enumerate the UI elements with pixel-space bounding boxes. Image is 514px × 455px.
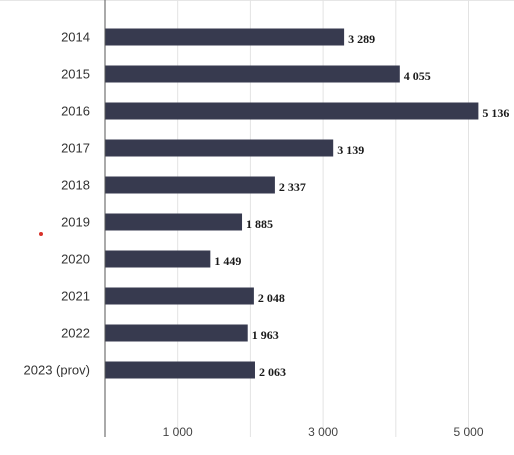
value-label: 1 963 <box>252 328 279 342</box>
category-label: 2022 <box>61 326 90 341</box>
red-marker-dot <box>39 232 43 236</box>
category-label: 2020 <box>61 252 90 267</box>
bar-2014 <box>105 28 345 46</box>
bar-2015 <box>105 65 400 83</box>
category-label: 2015 <box>61 67 90 82</box>
x-tick-label: 3 000 <box>308 425 338 439</box>
category-label: 2017 <box>61 141 90 156</box>
value-label: 2 063 <box>259 365 286 379</box>
category-label: 2021 <box>61 289 90 304</box>
value-label: 3 289 <box>348 32 375 46</box>
category-label: 2016 <box>61 104 90 119</box>
value-label: 1 449 <box>214 254 241 268</box>
category-label: 2019 <box>61 215 90 230</box>
top-divider <box>0 0 514 1</box>
value-label: 4 055 <box>404 69 431 83</box>
bar-2021 <box>105 287 254 305</box>
value-label: 3 139 <box>337 143 364 157</box>
bar-2016 <box>105 102 479 120</box>
category-labels: 2014 2015 2016 2017 2018 2019 2020 2021 2022 2023… <box>24 30 90 378</box>
bar-2020 <box>105 250 211 268</box>
bar-2019 <box>105 213 243 231</box>
value-label: 1 885 <box>246 217 273 231</box>
value-label: 5 136 <box>482 106 509 120</box>
x-tick-label: 5 000 <box>453 425 483 439</box>
x-tick-label: 1 000 <box>163 425 193 439</box>
category-label: 2014 <box>61 30 90 45</box>
value-labels: 3 289 4 055 5 136 3 139 2 337 1 885 1 449 2 048… <box>214 32 509 379</box>
x-axis-ticks: 1 000 3 000 5 000 <box>163 425 484 439</box>
category-label: 2018 <box>61 178 90 193</box>
bar-2017 <box>105 139 334 157</box>
bar-2018 <box>105 176 275 194</box>
value-label: 2 048 <box>258 291 285 305</box>
bar-2022 <box>105 324 248 342</box>
value-label: 2 337 <box>279 180 306 194</box>
category-label: 2023 (prov) <box>24 363 90 378</box>
bar-2023-prov- <box>105 361 255 379</box>
bars <box>105 28 479 379</box>
